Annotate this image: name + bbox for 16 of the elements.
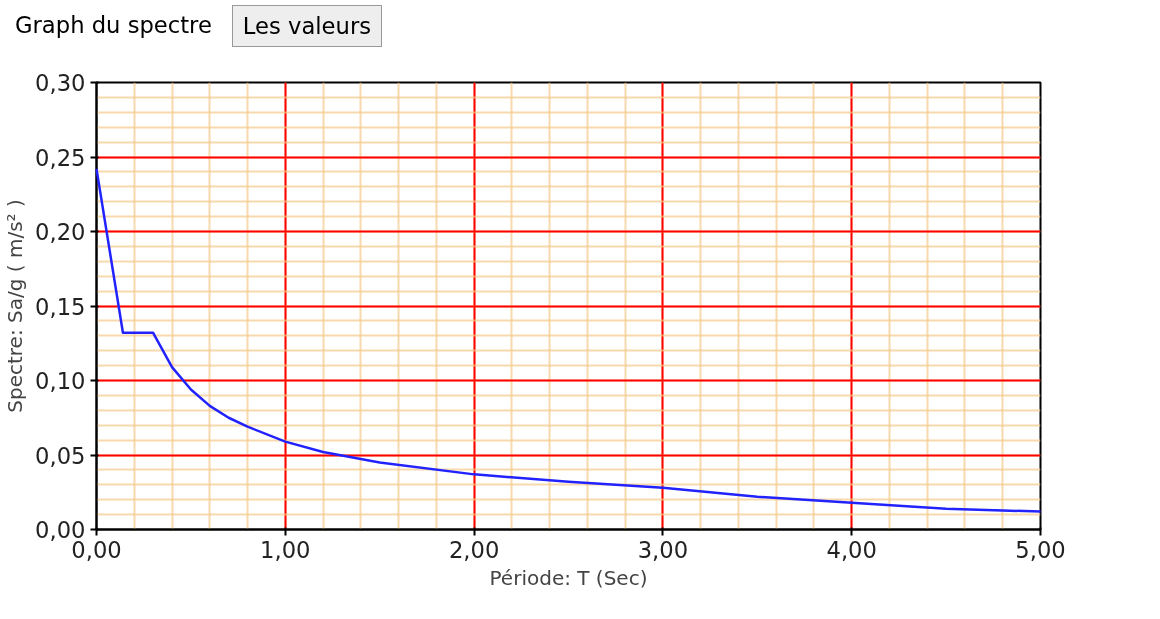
y-tick-label: 0,05 [35,442,86,469]
x-tick-label: 4,00 [826,536,877,563]
y-tick-label: 0,15 [35,293,86,320]
line-series [95,168,1042,514]
y-tick-label: 0,30 [35,70,86,97]
y-axis-title: Spectre: Sa/g ( m/s² ) [3,199,28,414]
text: Les valeurs [242,12,372,41]
y-tick-label: 0,20 [35,219,86,246]
y-tick-label: 0,25 [35,144,86,171]
x-axis-title: Période: T (Sec) [489,565,648,590]
chart-title: Graph du spectre [15,11,212,40]
x-tick-label: 2,00 [448,536,500,563]
x-tick-label: 1,00 [260,536,311,563]
y-tick-label: 0,10 [35,368,86,395]
x-tick-label: 3,00 [637,536,689,563]
x-tick-label: 5,00 [1015,536,1066,563]
